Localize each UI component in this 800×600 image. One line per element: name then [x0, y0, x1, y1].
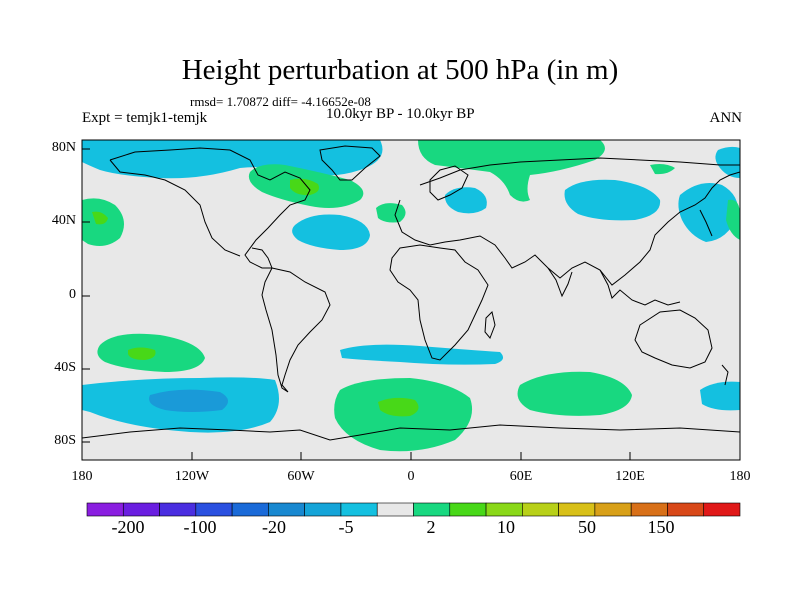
contour-east-asia-high-edge	[726, 199, 740, 240]
colorbar-label-5: 10	[497, 517, 515, 537]
colorbar-swatch-4	[231, 502, 269, 517]
lon-label-0: 0	[407, 469, 415, 484]
coast-japan	[699, 209, 713, 237]
colorbar-label-3: -5	[338, 517, 354, 537]
colorbar-swatch-10	[449, 502, 487, 517]
colorbar-swatch-6	[304, 502, 342, 517]
contour-north-pacific-high-core	[92, 211, 108, 225]
lat-label-40n: 40N	[51, 213, 76, 228]
colorbar-swatch-3	[195, 502, 233, 517]
colorbar-label-0: -200	[111, 517, 145, 537]
lat-label-80n: 80N	[51, 140, 76, 155]
coast-new-zealand	[721, 364, 729, 386]
colorbar-swatch-9	[413, 502, 451, 517]
colorbar-swatch-7	[340, 502, 378, 517]
colorbar-swatch-14	[594, 502, 632, 517]
experiment-label: Expt = temjk1-temjk	[82, 110, 208, 126]
colorbar-swatch-5	[268, 502, 305, 517]
lon-label-60w: 60W	[287, 469, 315, 484]
contour-southern-ocean-low-core	[149, 389, 229, 412]
lon-label-120w: 120W	[174, 469, 210, 484]
colorbar-swatch-0	[86, 502, 124, 517]
season-label: ANN	[709, 110, 743, 126]
contour-north-pacific-low	[82, 140, 383, 179]
coast-alaska-west	[109, 159, 241, 257]
coast-africa	[389, 244, 489, 361]
contour-west-atlantic-low	[292, 214, 370, 250]
colorbar-swatch-8	[376, 502, 414, 517]
colorbar-swatch-11	[485, 502, 523, 517]
contour-arctic-strip	[650, 164, 675, 175]
coast-north-america	[109, 147, 311, 269]
period-label: 10.0kyr BP - 10.0kyr BP	[326, 106, 475, 122]
colorbar-swatch-2	[159, 502, 197, 517]
colorbar-label-1: -100	[183, 517, 217, 537]
coast-south-america	[261, 267, 331, 393]
lat-label-0: 0	[69, 287, 76, 302]
colorbar-swatch-17	[703, 502, 741, 517]
lat-label-40s: 40S	[54, 360, 76, 375]
coastlines	[82, 145, 740, 441]
contour-fields	[82, 140, 740, 452]
contour-south-indian-high	[517, 371, 632, 416]
coast-eurasia	[394, 171, 740, 286]
colorbar-label-4: 2	[426, 517, 436, 537]
colorbar-swatch-1	[122, 502, 160, 517]
lat-label-80s: 80S	[54, 433, 76, 448]
contour-central-asia-low	[564, 179, 661, 221]
colorbar-swatch-12	[522, 502, 559, 517]
coast-north-eurasia	[419, 157, 740, 186]
coast-antarctica	[82, 424, 740, 441]
coast-australia	[634, 309, 713, 369]
contour-north-europe-low	[444, 187, 487, 214]
colorbar-label-6: 50	[578, 517, 596, 537]
lon-label-120e: 120E	[615, 469, 645, 484]
contour-atlantic-high-small	[376, 203, 406, 223]
coast-scandinavia	[429, 165, 469, 201]
lon-label-180e: 180	[729, 469, 751, 484]
lon-label-180w: 180	[71, 469, 93, 484]
contour-east-asia-low	[678, 182, 739, 242]
rmsd-diff-stats: rmsd= 1.70872 diff= -4.16652e-08	[190, 94, 371, 109]
colorbar-label-7: 150	[647, 517, 675, 537]
coast-india	[547, 267, 573, 298]
colorbar-swatch-15	[630, 502, 668, 517]
contour-south-east-low	[700, 381, 740, 411]
contour-north-america-high-core	[290, 178, 319, 196]
contour-arctic-eurasia-high	[418, 140, 605, 202]
colorbar-swatch-16	[667, 502, 705, 517]
coast-southeast-asia	[599, 269, 681, 306]
contour-north-pacific-east-low	[715, 146, 740, 178]
colorbar	[86, 502, 741, 517]
colorbar-label-2: -20	[262, 517, 286, 537]
coast-greenland	[319, 145, 381, 181]
contour-south-pacific-high-core	[128, 347, 156, 360]
lon-label-60e: 60E	[509, 469, 533, 484]
colorbar-swatch-13	[558, 502, 596, 517]
contour-south-atlantic-low	[340, 344, 504, 365]
contour-south-atlantic-high-core	[378, 397, 419, 417]
plot-title: Height perturbation at 500 hPa (in m)	[181, 54, 619, 86]
axis-ticks	[81, 148, 741, 460]
coast-madagascar	[484, 311, 496, 339]
